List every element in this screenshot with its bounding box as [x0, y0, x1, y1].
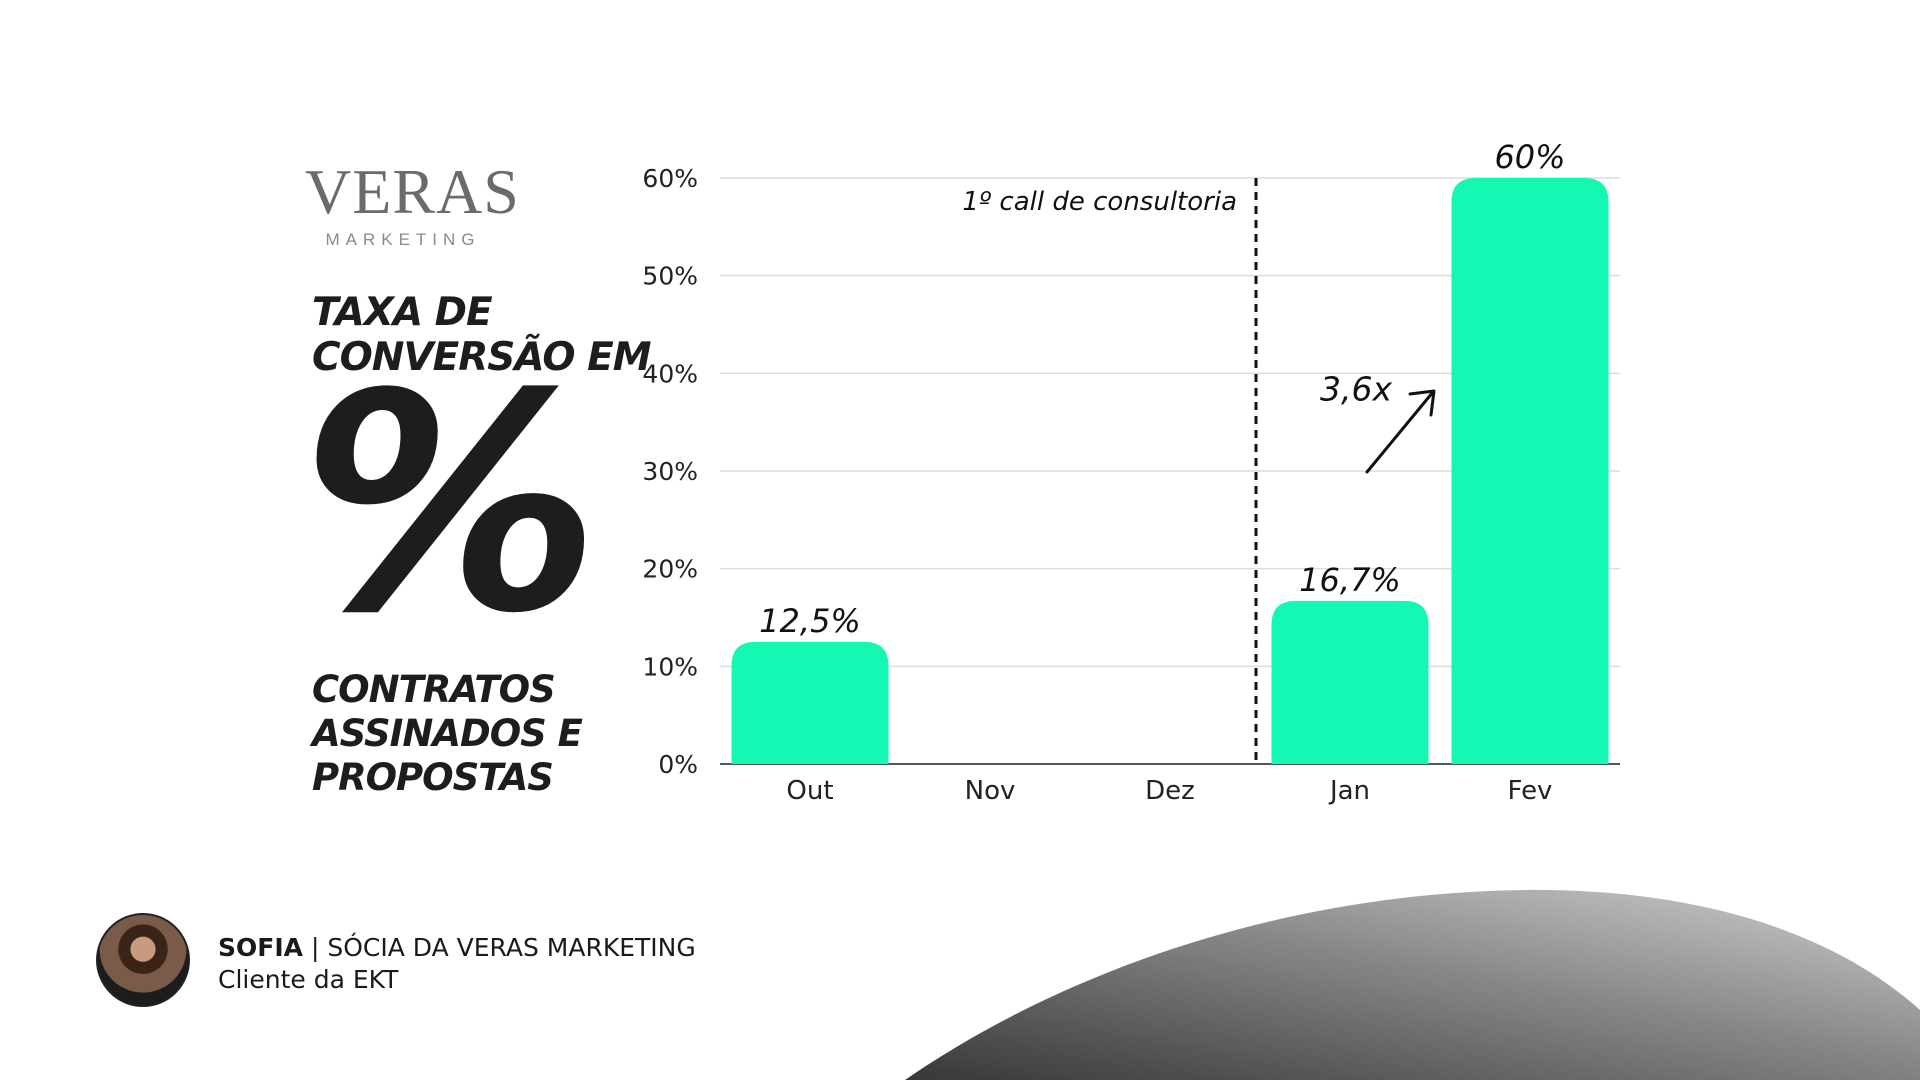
y-tick-label: 10%: [642, 652, 698, 681]
subline: CONTRATOS ASSINADOS E PROPOSTAS: [312, 668, 583, 800]
headline-line-2: CONVERSÃO EM: [312, 335, 652, 380]
author-name: SOFIA: [218, 933, 303, 962]
logo-subtitle: MARKETING: [325, 230, 481, 249]
x-tick-jan: Jan: [1328, 776, 1370, 806]
bar-jan: [1271, 600, 1429, 764]
headline: TAXA DE CONVERSÃO EM: [312, 290, 652, 380]
data-label-jan: 16,7%: [1299, 561, 1401, 599]
subline-line-1: CONTRATOS: [312, 668, 556, 711]
data-label-fev: 60%: [1494, 138, 1565, 176]
testimonial-author: SOFIA | SÓCIA DA VERAS MARKETING Cliente…: [218, 932, 696, 996]
y-tick-label: 20%: [642, 555, 698, 584]
avatar: [96, 913, 190, 1007]
headline-line-1: TAXA DE: [312, 290, 493, 335]
logo-wordmark: VERAS: [305, 156, 520, 227]
author-separator: |: [303, 933, 328, 962]
subline-line-3: PROPOSTAS: [312, 756, 554, 799]
author-role: SÓCIA DA VERAS MARKETING: [327, 933, 696, 962]
x-tick-out: Out: [786, 776, 833, 806]
data-labels: 12,5% 16,7% 60%: [759, 138, 1565, 640]
x-tick-dez: Dez: [1145, 776, 1195, 806]
bar-out: [731, 641, 889, 764]
bars: [731, 178, 1609, 764]
subline-line-2: ASSINADOS E: [312, 712, 583, 755]
y-tick-label: 60%: [642, 164, 698, 193]
consultoria-annotation: 1º call de consultoria: [962, 187, 1237, 217]
x-tick-nov: Nov: [965, 776, 1016, 806]
y-axis-ticks: 0% 10% 20% 30% 40% 50% 60%: [642, 164, 698, 779]
growth-arrow-icon: [1365, 389, 1436, 474]
y-tick-label: 40%: [642, 359, 698, 388]
y-tick-label: 0%: [658, 750, 698, 779]
y-tick-label: 30%: [642, 457, 698, 486]
author-subtitle: Cliente da EKT: [218, 965, 399, 994]
growth-multiplier-label: 3,6x: [1320, 370, 1392, 409]
data-label-out: 12,5%: [759, 602, 861, 640]
bar-fev: [1451, 178, 1609, 764]
big-percent-symbol: %: [300, 330, 601, 679]
veras-logo: VERAS MARKETING: [305, 156, 520, 250]
x-axis-categories: Out Nov Dez Jan Fev: [786, 776, 1552, 806]
y-tick-label: 50%: [642, 262, 698, 291]
x-tick-fev: Fev: [1508, 776, 1553, 806]
